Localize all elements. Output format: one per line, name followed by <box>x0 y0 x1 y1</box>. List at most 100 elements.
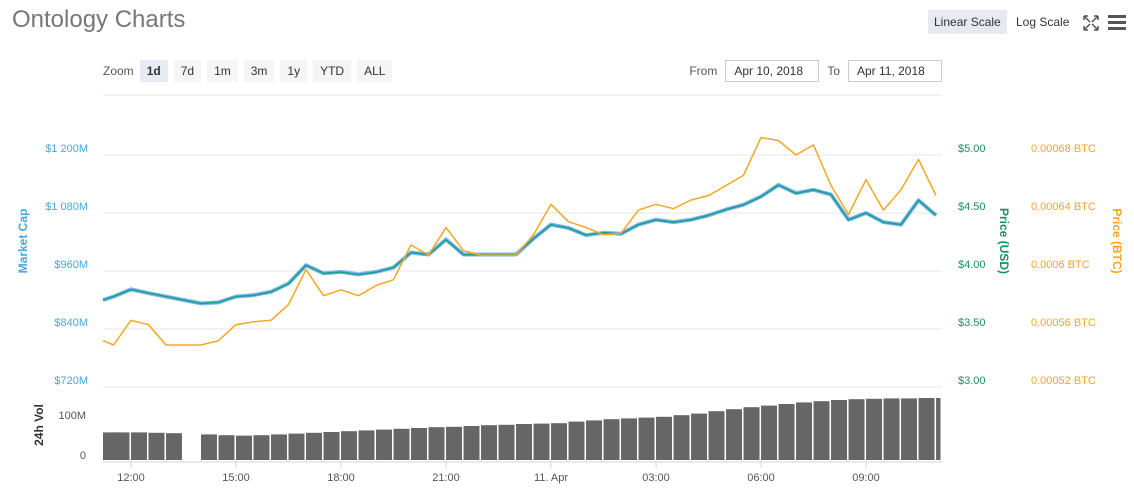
volume-bar <box>743 407 760 460</box>
volume-bar <box>148 432 165 460</box>
zoom-button[interactable]: 1d <box>139 60 168 82</box>
volume-bar <box>411 428 427 460</box>
volume-bar <box>446 426 462 460</box>
volume-bar <box>533 423 550 460</box>
volume-bar <box>376 429 392 460</box>
zoom-button[interactable]: ALL <box>357 60 393 82</box>
zoom-button[interactable]: 1m <box>207 60 238 82</box>
volume-bar <box>638 417 655 460</box>
x-tick-label: 21:00 <box>432 472 460 484</box>
volume-bar <box>761 405 778 460</box>
volume-bar <box>621 418 638 460</box>
x-tick-label: 11. Apr <box>534 472 568 484</box>
series-line <box>102 184 937 305</box>
volume-bar <box>323 432 340 460</box>
volume-tick-label: 100M <box>58 410 86 422</box>
volume-bar <box>341 431 357 460</box>
volume-bar <box>201 434 217 460</box>
volume-bar <box>551 423 568 460</box>
volume-bar <box>306 432 322 460</box>
x-tick-label: 09:00 <box>852 472 880 484</box>
volume-bar <box>603 419 620 460</box>
volume-bar <box>691 413 708 460</box>
zoom-button[interactable]: 7d <box>173 60 202 82</box>
volume-bar <box>918 398 935 460</box>
volume-bar <box>271 434 287 460</box>
to-date[interactable]: Apr 11, 2018 <box>848 60 942 82</box>
zoom-button[interactable]: 3m <box>243 60 275 82</box>
from-label: From <box>689 64 718 78</box>
y3-tick-label: 0.00052 BTC <box>1031 375 1096 387</box>
volume-bar <box>358 430 375 460</box>
volume-title: 24h Vol <box>32 404 46 446</box>
volume-bar <box>236 435 252 460</box>
volume-bar <box>778 404 795 460</box>
y3-axis-title: Price (BTC) <box>1110 208 1124 273</box>
y2-tick-label: $5.00 <box>958 143 986 155</box>
zoom-button[interactable]: 1y <box>280 60 308 82</box>
volume-bar <box>463 426 480 460</box>
volume-bar <box>253 435 270 460</box>
volume-bar <box>866 398 883 460</box>
series-line <box>102 136 937 346</box>
y3-tick-label: 0.00064 BTC <box>1031 201 1096 213</box>
volume-bar <box>848 399 865 460</box>
y2-axis-title: Price (USD) <box>997 208 1011 274</box>
volume-bar <box>516 424 533 460</box>
volume-bar <box>131 432 147 460</box>
volume-bar <box>113 432 130 460</box>
volume-bar <box>673 415 690 460</box>
volume-bar <box>393 428 410 460</box>
y-tick-label: $840M <box>54 317 88 329</box>
y-tick-label: $1 080M <box>45 201 88 213</box>
volume-bar <box>288 433 305 460</box>
y-axis-title: Market Cap <box>16 209 30 274</box>
volume-bar <box>883 398 900 460</box>
page-title: Ontology Charts <box>12 6 186 33</box>
x-tick-label: 15:00 <box>222 472 250 484</box>
volume-bar <box>586 420 603 460</box>
volume-bar <box>481 425 498 460</box>
volume-bar <box>708 411 725 460</box>
volume-bar <box>813 401 830 460</box>
date-row: From Apr 10, 2018 To Apr 11, 2018 <box>689 60 942 82</box>
volume-bar <box>656 416 673 460</box>
to-label: To <box>827 64 840 78</box>
menu-icon[interactable] <box>1108 15 1126 30</box>
y2-tick-label: $4.50 <box>958 201 986 213</box>
volume-bar <box>796 402 813 460</box>
volume-bar <box>498 424 515 460</box>
volume-tick-label: 0 <box>80 450 86 462</box>
volume-bar <box>726 409 743 460</box>
volume-bar <box>936 398 941 460</box>
volume-bar <box>901 398 918 460</box>
volume-bar <box>568 421 585 460</box>
y3-tick-label: 0.00068 BTC <box>1031 143 1096 155</box>
volume-bar <box>166 433 182 460</box>
fullscreen-icon[interactable] <box>1083 15 1099 31</box>
x-tick-label: 12:00 <box>117 472 145 484</box>
scale-button[interactable]: Linear Scale <box>928 10 1007 34</box>
zoom-row: Zoom 1d 7d 1m 3m 1y YTD ALL <box>103 60 393 82</box>
volume-bar <box>218 435 235 460</box>
y-tick-label: $1 200M <box>45 143 88 155</box>
from-date[interactable]: Apr 10, 2018 <box>725 60 820 82</box>
y-tick-label: $960M <box>54 259 88 271</box>
volume-bar <box>831 400 848 460</box>
zoom-button[interactable]: YTD <box>313 60 352 82</box>
scale-button[interactable]: Log Scale <box>1016 15 1070 29</box>
y3-tick-label: 0.00056 BTC <box>1031 317 1096 329</box>
y2-tick-label: $3.00 <box>958 375 986 387</box>
y-tick-label: $720M <box>54 375 88 387</box>
volume-bar <box>428 427 445 460</box>
x-tick-label: 06:00 <box>747 472 775 484</box>
x-tick-label: 18:00 <box>327 472 355 484</box>
x-tick-label: 03:00 <box>642 472 670 484</box>
y3-tick-label: 0.0006 BTC <box>1031 259 1090 271</box>
y2-tick-label: $3.50 <box>958 317 986 329</box>
zoom-label: Zoom <box>103 64 134 78</box>
y2-tick-label: $4.00 <box>958 259 986 271</box>
series-line <box>102 182 938 306</box>
